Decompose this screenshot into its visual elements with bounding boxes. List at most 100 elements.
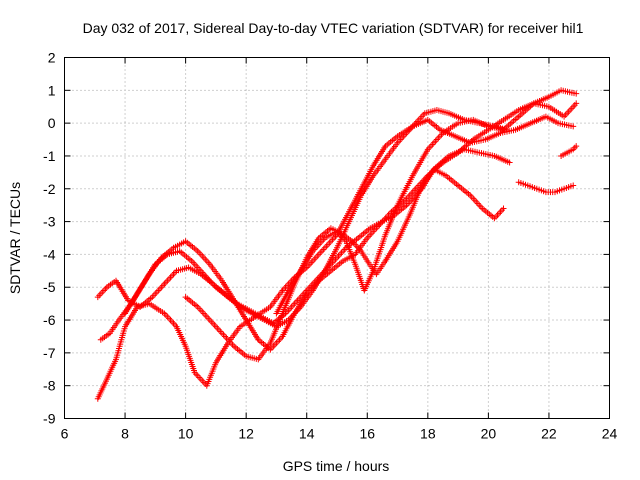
data-point bbox=[402, 201, 405, 203]
chart-title: Day 032 of 2017, Sidereal Day-to-day VTE… bbox=[83, 20, 584, 36]
series-trace-e bbox=[182, 166, 507, 363]
data-point bbox=[433, 168, 435, 170]
data-point bbox=[357, 237, 359, 239]
data-point bbox=[575, 92, 577, 95]
data-point bbox=[502, 128, 505, 131]
data-point bbox=[554, 191, 556, 193]
data-point bbox=[563, 115, 565, 118]
data-point bbox=[281, 335, 284, 338]
data-point bbox=[508, 161, 511, 164]
series-trace-a bbox=[94, 113, 577, 402]
data-point bbox=[563, 187, 565, 190]
data-point bbox=[384, 145, 387, 147]
data-point bbox=[478, 151, 481, 154]
data-point bbox=[354, 253, 356, 256]
data-point bbox=[175, 325, 178, 328]
data-point bbox=[384, 233, 387, 236]
data-point bbox=[427, 119, 429, 121]
y-tick-label: -6 bbox=[43, 312, 56, 328]
data-point bbox=[245, 355, 247, 357]
y-axis-label: SDTVAR / TECUs bbox=[7, 182, 23, 294]
data-point bbox=[109, 332, 111, 334]
data-point bbox=[472, 119, 475, 121]
y-tick-label: -4 bbox=[43, 246, 56, 262]
data-point bbox=[305, 266, 308, 269]
data-point bbox=[281, 312, 284, 315]
y-tick-label: -3 bbox=[43, 214, 56, 230]
data-point bbox=[190, 260, 193, 262]
data-point bbox=[445, 174, 447, 177]
data-point bbox=[572, 184, 574, 187]
data-point bbox=[330, 227, 332, 229]
data-point bbox=[384, 158, 387, 161]
data-point bbox=[420, 184, 423, 187]
data-point bbox=[115, 279, 117, 282]
x-tick-label: 14 bbox=[299, 426, 315, 442]
data-point bbox=[299, 270, 302, 272]
data-point bbox=[372, 165, 375, 167]
data-point bbox=[318, 237, 320, 239]
data-point bbox=[136, 292, 138, 295]
data-point bbox=[372, 270, 375, 272]
data-point bbox=[442, 161, 444, 164]
data-point bbox=[269, 342, 272, 344]
data-point bbox=[436, 109, 438, 111]
data-point bbox=[424, 112, 426, 115]
data-point bbox=[502, 207, 505, 210]
data-point bbox=[293, 312, 296, 315]
data-point bbox=[408, 128, 411, 131]
data-point bbox=[269, 348, 272, 351]
x-tick-label: 16 bbox=[359, 426, 375, 442]
data-point bbox=[378, 224, 381, 226]
data-point bbox=[221, 332, 223, 334]
data-point bbox=[499, 132, 502, 134]
x-tick-label: 22 bbox=[541, 426, 557, 442]
data-point bbox=[106, 286, 108, 289]
data-point bbox=[396, 204, 399, 206]
x-axis-label: GPS time / hours bbox=[283, 458, 390, 474]
series-trace-h bbox=[558, 143, 580, 159]
data-point bbox=[348, 220, 350, 223]
data-point bbox=[287, 289, 290, 292]
data-point bbox=[100, 338, 102, 341]
data-point bbox=[202, 273, 205, 275]
data-point bbox=[257, 338, 260, 341]
x-tick-label: 12 bbox=[238, 426, 254, 442]
data-point bbox=[560, 89, 562, 92]
data-point bbox=[360, 250, 363, 252]
data-point bbox=[321, 250, 323, 252]
data-point bbox=[472, 138, 475, 141]
series-trace-g bbox=[515, 179, 577, 196]
data-point bbox=[457, 151, 459, 154]
x-tick-label: 10 bbox=[178, 426, 194, 442]
data-point bbox=[239, 325, 241, 328]
data-point bbox=[233, 345, 235, 348]
data-point bbox=[333, 260, 335, 262]
data-point bbox=[163, 312, 166, 315]
data-point bbox=[560, 155, 562, 157]
data-point bbox=[263, 319, 266, 321]
data-point bbox=[566, 151, 568, 154]
data-point bbox=[545, 191, 547, 193]
data-point bbox=[384, 260, 387, 262]
data-point bbox=[221, 279, 223, 282]
data-point bbox=[151, 296, 154, 298]
data-point bbox=[536, 187, 538, 190]
data-point bbox=[184, 345, 187, 348]
data-point bbox=[257, 358, 260, 361]
data-point bbox=[575, 145, 577, 147]
data-point bbox=[127, 299, 129, 302]
data-point bbox=[414, 187, 417, 190]
data-point bbox=[336, 247, 338, 249]
data-point bbox=[97, 296, 99, 298]
data-point bbox=[196, 306, 199, 308]
data-point bbox=[469, 194, 472, 197]
data-point bbox=[439, 128, 441, 131]
data-point bbox=[514, 128, 517, 131]
data-point bbox=[115, 358, 117, 361]
data-point bbox=[454, 135, 456, 138]
data-point bbox=[360, 194, 363, 197]
data-point bbox=[481, 207, 484, 210]
data-point bbox=[233, 299, 235, 302]
